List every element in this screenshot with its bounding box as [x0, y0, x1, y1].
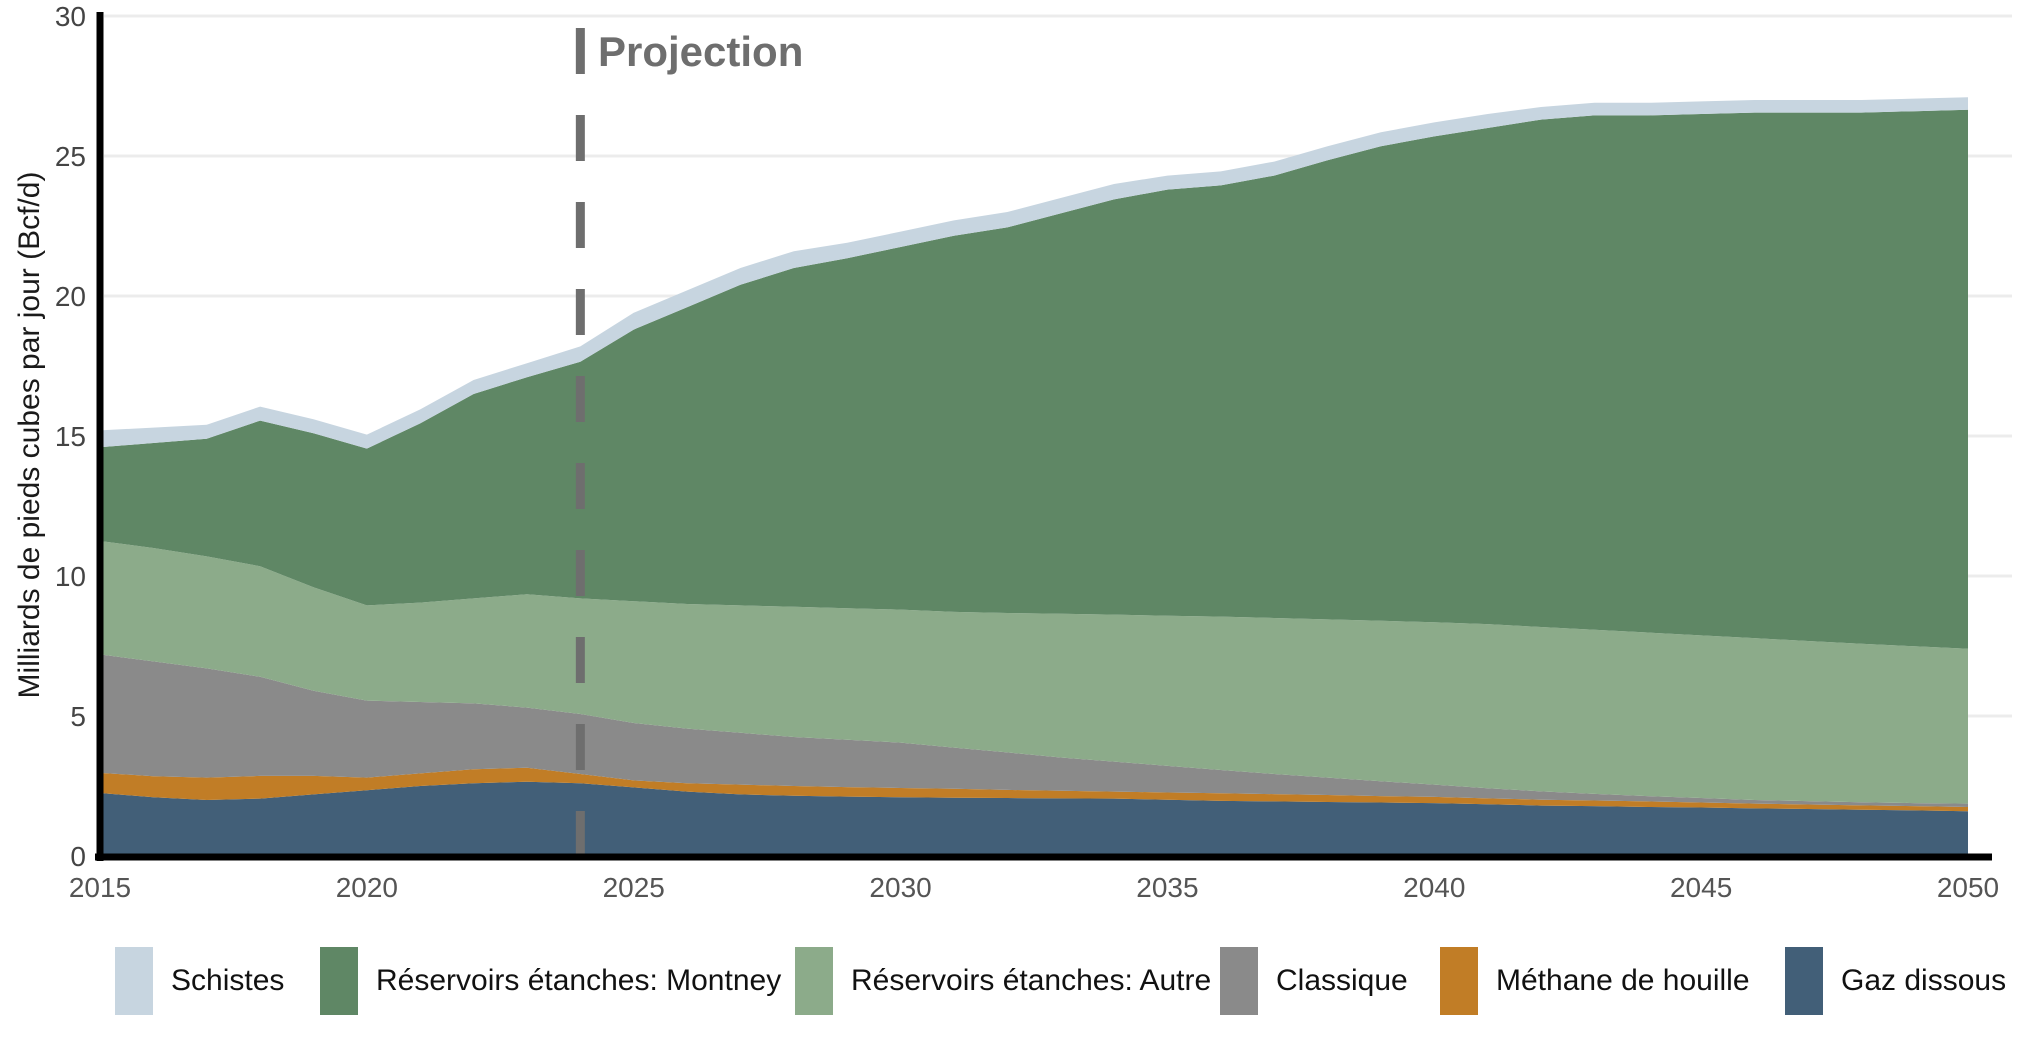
y-tick-label-10: 10: [55, 561, 86, 592]
area-gaz-dissous: [100, 781, 1968, 856]
area-r-servoirs-tanches-autre: [100, 541, 1968, 804]
x-axis-line: [95, 853, 1992, 861]
x-tick-label-2025: 2025: [603, 872, 665, 903]
y-tick-label-15: 15: [55, 421, 86, 452]
x-tick-label-2050: 2050: [1937, 872, 1999, 903]
x-tick-label-2030: 2030: [869, 872, 931, 903]
x-tick-label-2045: 2045: [1670, 872, 1732, 903]
x-tick-label-2020: 2020: [336, 872, 398, 903]
x-tick-label-2015: 2015: [69, 872, 131, 903]
x-tick-label-2040: 2040: [1403, 872, 1465, 903]
area-schistes: [100, 97, 1968, 449]
x-tick-label-2035: 2035: [1136, 872, 1198, 903]
projection-label: Projection: [598, 28, 804, 75]
area-classique: [100, 654, 1968, 807]
area-m-thane-de-houille: [100, 767, 1968, 812]
y-tick-label-25: 25: [55, 141, 86, 172]
y-axis-line: [96, 12, 104, 861]
y-tick-label-0: 0: [70, 841, 86, 872]
area-r-servoirs-tanches-montney: [100, 109, 1968, 649]
y-axis-title: Milliards de pieds cubes par jour (Bcf/d…: [13, 171, 46, 699]
y-tick-label-20: 20: [55, 281, 86, 312]
y-tick-label-30: 30: [55, 1, 86, 32]
y-tick-label-5: 5: [70, 701, 86, 732]
